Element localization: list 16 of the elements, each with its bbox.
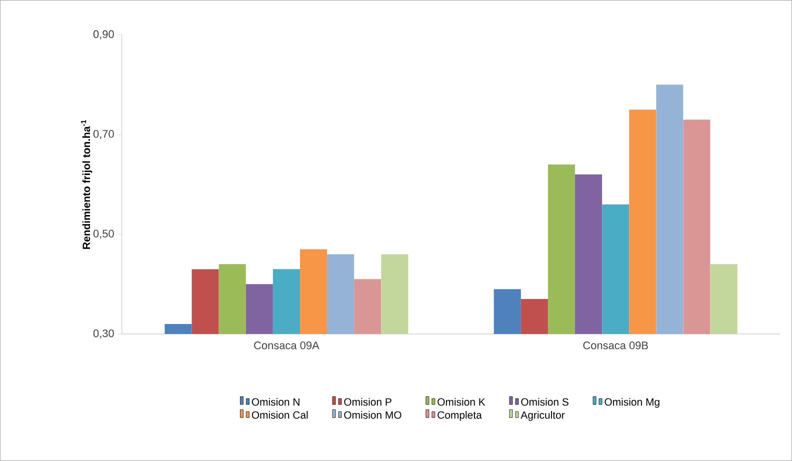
legend-label: Agricultor <box>520 411 565 421</box>
x-tick-label: Consaca 09A <box>254 342 320 350</box>
legend-label: Omision P <box>344 398 392 406</box>
y-tick-label: 0,90 <box>93 30 114 40</box>
y-tick-label: 0,50 <box>93 230 114 239</box>
legend-label: Omision K <box>438 398 486 406</box>
legend-label: Omision N <box>252 398 300 406</box>
legend-label: Omision Cal <box>252 411 308 419</box>
x-tick-label: Consaca 09B <box>583 342 648 350</box>
y-tick-label: 0,70 <box>93 130 114 140</box>
legend-label: Completa <box>438 411 482 421</box>
y-axis-title: Rendimiento frijol ton.ha$^{-1}$ <box>80 120 92 249</box>
y-tick-label: 0,30 <box>93 330 114 339</box>
legend-label: Omision MO <box>344 411 402 419</box>
legend-label: Omision Mg <box>604 398 660 408</box>
legend-label: Omision S <box>521 398 568 406</box>
